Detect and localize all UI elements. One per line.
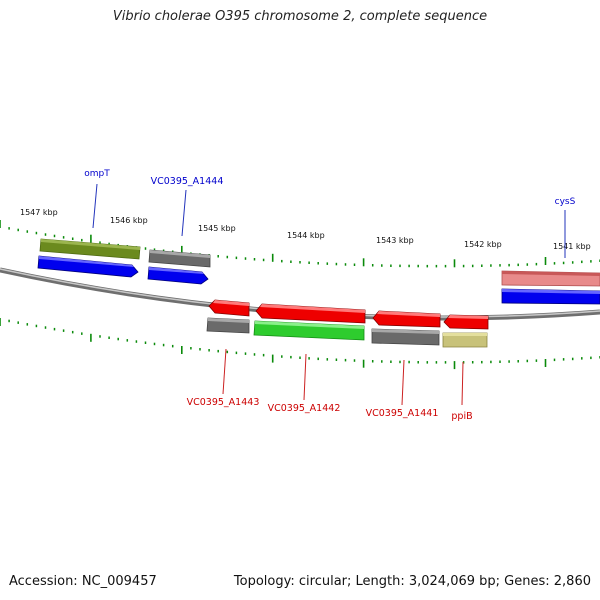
forward-strand-features (37, 238, 600, 305)
gene-label-ppiB: ppiB (451, 411, 472, 422)
cds-arrow-ompT-highlight (39, 256, 134, 267)
gene-label-cysS: cysS (555, 197, 576, 207)
leader-line-VC0395-A1444 (181, 189, 187, 237)
gene-label-VC0395-A1442: VC0395_A1442 (268, 403, 341, 414)
gene-block-ompT-highlight (41, 239, 140, 250)
ruler-label-1547: 1547 kbp (20, 208, 58, 217)
cds-arrow-VC0395-A1442-highlight (260, 304, 365, 313)
cds-arrow-ppiB-highlight (448, 315, 488, 319)
ruler-label-1545: 1545 kbp (198, 224, 236, 233)
forward-gene-labels: ompT VC0395_A1444 cysS (84, 169, 576, 258)
gene-block-ppiB-highlight (443, 333, 487, 336)
outer-tick-ruler (0, 220, 600, 268)
ruler-label-1541: 1541 kbp (553, 242, 591, 251)
gene-block-VC0395-A1443-highlight (208, 318, 249, 323)
accession-text: Accession: NC_009457 (9, 574, 157, 589)
cds-arrow-VC0395-A1444-highlight (149, 267, 204, 274)
gene-label-ompT: ompT (84, 169, 110, 179)
gene-label-VC0395-A1443: VC0395_A1443 (187, 397, 260, 408)
leader-line-VC0395-A1443 (222, 348, 227, 395)
gene-block-ompT (39, 238, 141, 260)
reverse-gene-labels: VC0395_A1443 VC0395_A1442 VC0395_A1441 p… (187, 348, 473, 422)
gene-block-VC0395-A1441-highlight (372, 329, 439, 334)
leader-line-ompT (92, 183, 98, 229)
ruler-label-1543: 1543 kbp (376, 236, 414, 245)
cds-arrow-VC0395-A1441-highlight (377, 311, 440, 317)
leader-line-VC0395-A1441 (401, 359, 405, 406)
ruler-label-1544: 1544 kbp (287, 231, 325, 240)
reverse-strand-features (206, 299, 489, 348)
leader-line-VC0395-A1442 (303, 353, 307, 401)
gene-label-VC0395-A1441: VC0395_A1441 (366, 408, 439, 419)
ruler-label-1546: 1546 kbp (110, 216, 148, 225)
genome-summary-text: Topology: circular; Length: 3,024,069 bp… (233, 574, 591, 589)
inner-tick-ruler (0, 318, 600, 370)
map-title: Vibrio cholerae O395 chromosome 2, compl… (112, 9, 488, 24)
gene-label-VC0395-A1444: VC0395_A1444 (151, 176, 224, 187)
leader-line-ppiB (461, 361, 464, 406)
ruler-label-1542: 1542 kbp (464, 240, 502, 249)
gene-block-cysS-highlight (502, 271, 600, 276)
gene-block-VC0395-A1442-highlight (255, 321, 364, 329)
cds-arrow-VC0395-A1443-highlight (213, 300, 249, 306)
cds-arrow-cysS-highlight (502, 289, 600, 294)
gene-block-VC0395-A1444-highlight (150, 250, 210, 258)
